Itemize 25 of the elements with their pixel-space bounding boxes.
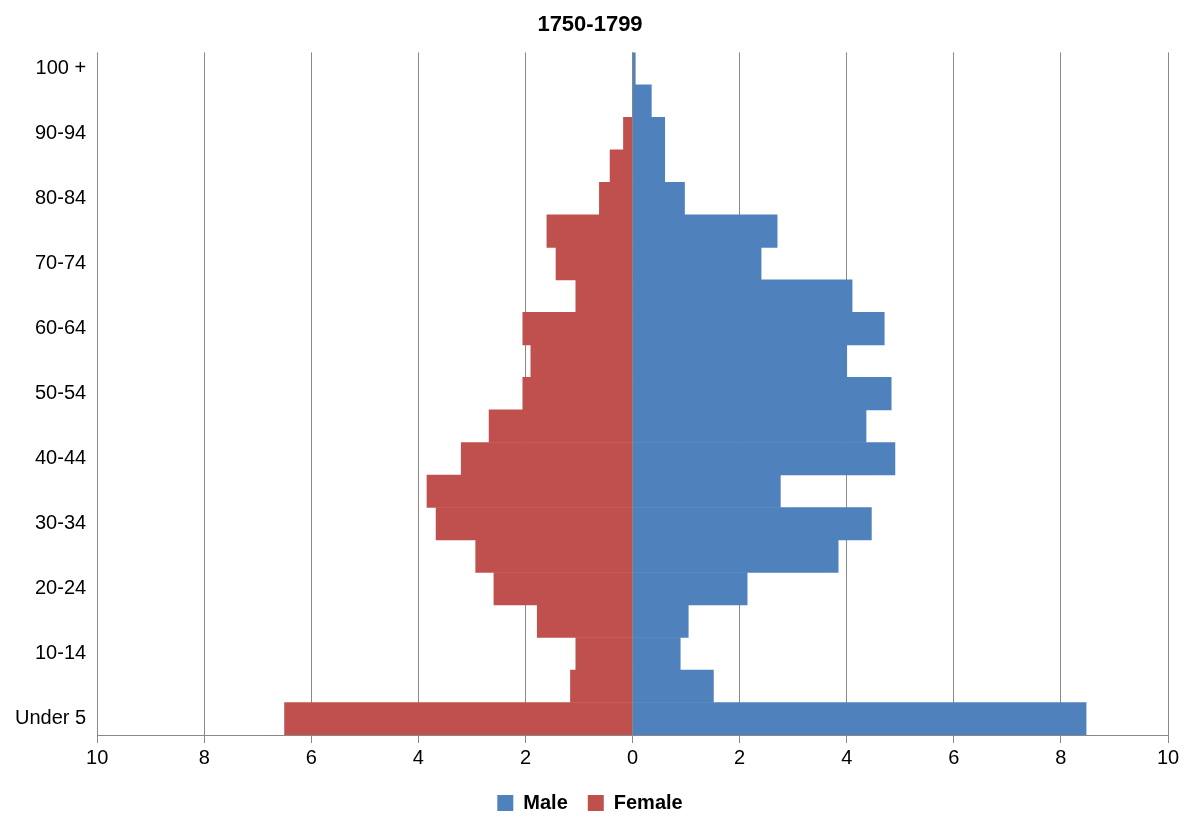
y-tick-label: 40-44	[35, 446, 87, 469]
y-tick-label: 30-34	[35, 511, 87, 534]
x-tick-label: 0	[627, 745, 639, 768]
y-tick-label: 60-64	[35, 316, 87, 339]
x-tick-label: 6	[305, 745, 317, 768]
chart-title: 1750-1799	[537, 11, 643, 37]
x-tick-label: 2	[519, 745, 532, 768]
legend-label: Female	[613, 790, 683, 813]
y-tick-label: 100 +	[35, 56, 87, 79]
x-tick-label: 10	[1156, 745, 1180, 768]
y-tick-label: Under 5	[15, 706, 87, 729]
x-tick-label: 8	[1055, 745, 1067, 768]
x-tick-label: 6	[948, 745, 960, 768]
y-tick-label: 50-54	[35, 381, 87, 404]
y-tick-label: 90-94	[35, 121, 87, 144]
x-tick-label: 8	[198, 745, 210, 768]
x-tick-label: 4	[412, 745, 424, 768]
y-tick-label: 20-24	[35, 576, 87, 599]
y-tick-label: 80-84	[35, 186, 87, 209]
x-tick-label: 2	[734, 745, 746, 768]
legend-label: Male	[523, 790, 568, 813]
y-tick-label: 70-74	[35, 251, 87, 274]
x-tick-label: 10	[86, 745, 109, 768]
y-tick-label: 10-14	[35, 641, 87, 664]
x-tick-label: 4	[841, 745, 853, 768]
